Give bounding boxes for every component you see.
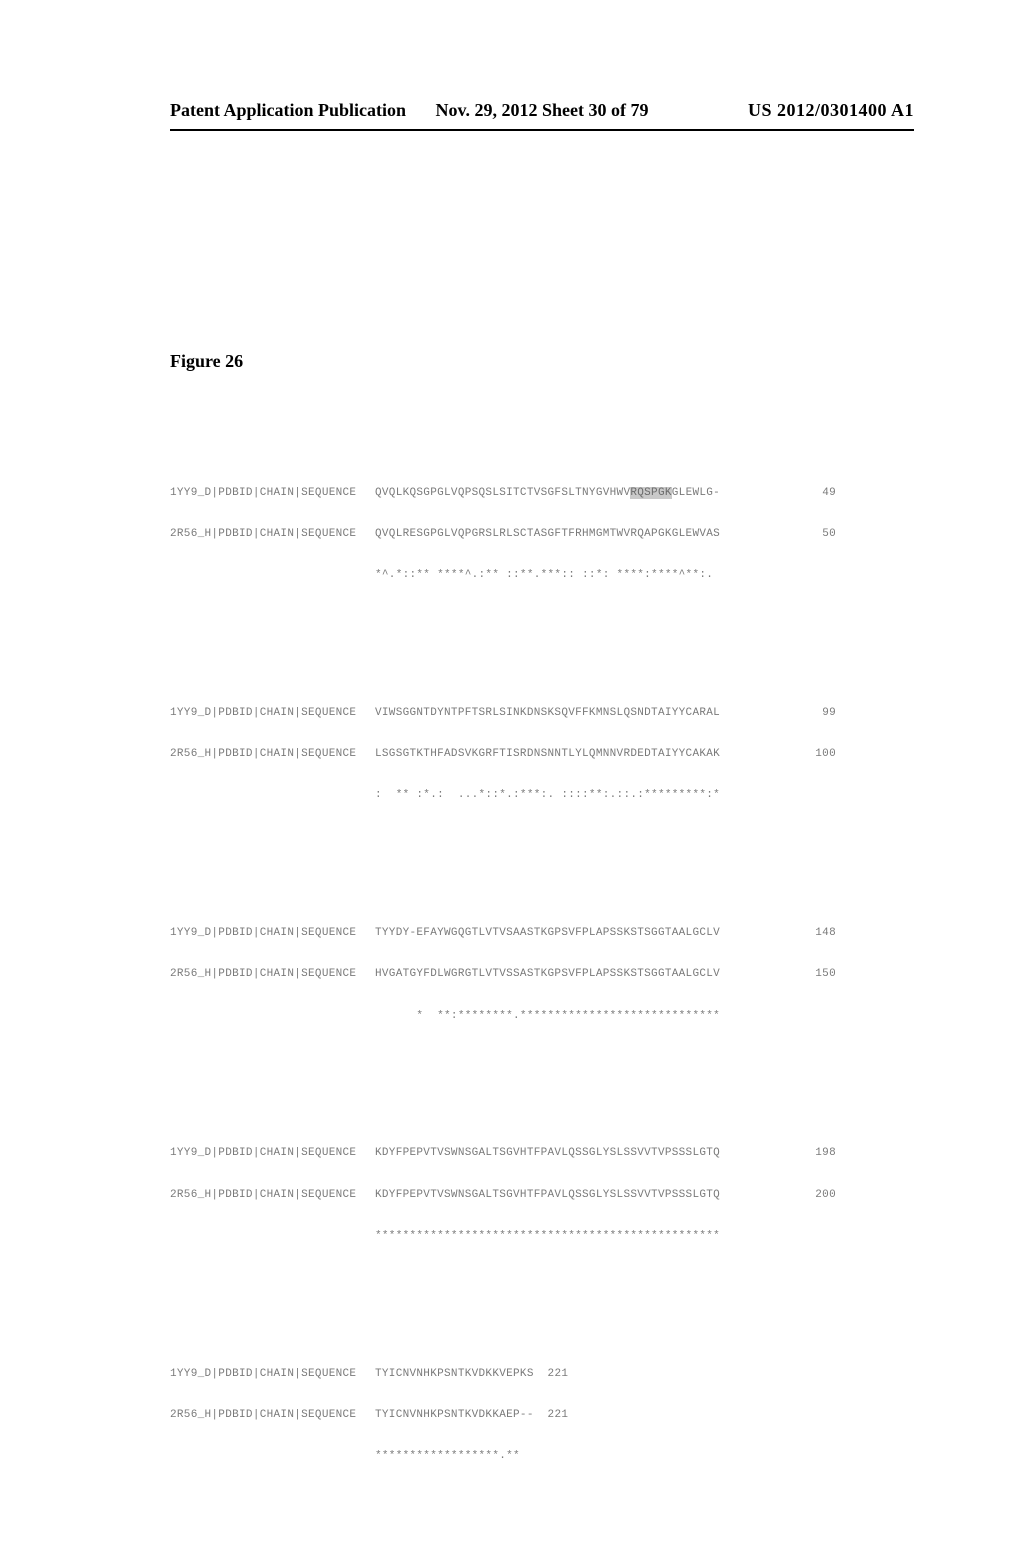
seq-position: 49	[790, 487, 836, 501]
seq-label: 2R56_H|PDBID|CHAIN|SEQUENCE	[170, 748, 375, 762]
match-line: *^.*::** ****^.:** ::**.***:: ::*: ****:…	[375, 569, 790, 583]
alignment-match-row: *^.*::** ****^.:** ::**.***:: ::*: ****:…	[170, 569, 914, 583]
sequence-alignment: 1YY9_D|PDBID|CHAIN|SEQUENCE QVQLKQSGPGLV…	[170, 404, 914, 1547]
seq-label: 2R56_H|PDBID|CHAIN|SEQUENCE	[170, 968, 375, 982]
alignment-row: 1YY9_D|PDBID|CHAIN|SEQUENCE QVQLKQSGPGLV…	[170, 487, 914, 501]
alignment-block: 1YY9_D|PDBID|CHAIN|SEQUENCE VIWSGGNTDYNT…	[170, 679, 914, 830]
alignment-block: 1YY9_D|PDBID|CHAIN|SEQUENCE TYICNVNHKPSN…	[170, 1340, 914, 1491]
alignment-block: 1YY9_D|PDBID|CHAIN|SEQUENCE KDYFPEPVTVSW…	[170, 1120, 914, 1271]
seq-label: 1YY9_D|PDBID|CHAIN|SEQUENCE	[170, 707, 375, 721]
seq-position: 221	[548, 1409, 569, 1421]
alignment-match-row: ****************************************…	[170, 1230, 914, 1244]
seq-label: 1YY9_D|PDBID|CHAIN|SEQUENCE	[170, 1368, 375, 1382]
seq-position: 50	[790, 528, 836, 542]
seq-text: QVQLRESGPGLVQPGRSLRLSCTASGFTFRHMGMTWVRQA…	[375, 528, 790, 542]
alignment-match-row: ******************.**	[170, 1450, 914, 1464]
alignment-row: 2R56_H|PDBID|CHAIN|SEQUENCE QVQLRESGPGLV…	[170, 528, 914, 542]
seq-position: 198	[790, 1147, 836, 1161]
seq-text: KDYFPEPVTVSWNSGALTSGVHTFPAVLQSSGLYSLSSVV…	[375, 1189, 790, 1203]
seq-position: 221	[548, 1368, 569, 1380]
alignment-row: 2R56_H|PDBID|CHAIN|SEQUENCE LSGSGTKTHFAD…	[170, 748, 914, 762]
seq-position: 99	[790, 707, 836, 721]
match-line: * **:********.**************************…	[375, 1010, 790, 1024]
page: Patent Application Publication Nov. 29, …	[0, 0, 1024, 1320]
page-header: Patent Application Publication Nov. 29, …	[170, 100, 914, 121]
header-middle: Nov. 29, 2012 Sheet 30 of 79	[418, 100, 666, 121]
seq-text: TYYDY-EFAYWGQGTLVTVSAASTKGPSVFPLAPSSKSTS…	[375, 927, 790, 941]
seq-text: LSGSGTKTHFADSVKGRFTISRDNSNNTLYLQMNNVRDED…	[375, 748, 790, 762]
alignment-match-row: : ** :*.: ...*::*.:***:. ::::**:.::.:***…	[170, 789, 914, 803]
seq-label: 2R56_H|PDBID|CHAIN|SEQUENCE	[170, 528, 375, 542]
header-rule	[170, 129, 914, 131]
alignment-row: 2R56_H|PDBID|CHAIN|SEQUENCE HVGATGYFDLWG…	[170, 968, 914, 982]
match-line: ****************************************…	[375, 1230, 790, 1244]
seq-text: TYICNVNHKPSNTKVDKKVEPKS 221	[375, 1368, 790, 1382]
alignment-block: 1YY9_D|PDBID|CHAIN|SEQUENCE TYYDY-EFAYWG…	[170, 900, 914, 1051]
alignment-row: 2R56_H|PDBID|CHAIN|SEQUENCE TYICNVNHKPSN…	[170, 1409, 914, 1423]
figure-label: Figure 26	[170, 351, 914, 372]
alignment-block: 1YY9_D|PDBID|CHAIN|SEQUENCE QVQLKQSGPGLV…	[170, 459, 914, 610]
seq-label: 2R56_H|PDBID|CHAIN|SEQUENCE	[170, 1189, 375, 1203]
header-left: Patent Application Publication	[170, 100, 418, 121]
seq-label: 2R56_H|PDBID|CHAIN|SEQUENCE	[170, 1409, 375, 1423]
seq-text: VIWSGGNTDYNTPFTSRLSINKDNSKSQVFFKMNSLQSND…	[375, 707, 790, 721]
seq-position: 150	[790, 968, 836, 982]
alignment-row: 1YY9_D|PDBID|CHAIN|SEQUENCE KDYFPEPVTVSW…	[170, 1147, 914, 1161]
seq-text: KDYFPEPVTVSWNSGALTSGVHTFPAVLQSSGLYSLSSVV…	[375, 1147, 790, 1161]
match-line: : ** :*.: ...*::*.:***:. ::::**:.::.:***…	[375, 789, 790, 803]
seq-label: 1YY9_D|PDBID|CHAIN|SEQUENCE	[170, 487, 375, 501]
alignment-row: 2R56_H|PDBID|CHAIN|SEQUENCE KDYFPEPVTVSW…	[170, 1189, 914, 1203]
seq-highlight: RQSPGK	[630, 487, 671, 499]
alignment-row: 1YY9_D|PDBID|CHAIN|SEQUENCE TYYDY-EFAYWG…	[170, 927, 914, 941]
seq-position: 200	[790, 1189, 836, 1203]
seq-position: 100	[790, 748, 836, 762]
seq-text: HVGATGYFDLWGRGTLVTVSSASTKGPSVFPLAPSSKSTS…	[375, 968, 790, 982]
alignment-row: 1YY9_D|PDBID|CHAIN|SEQUENCE VIWSGGNTDYNT…	[170, 707, 914, 721]
seq-text: TYICNVNHKPSNTKVDKKAEP-- 221	[375, 1409, 790, 1423]
match-line: ******************.**	[375, 1450, 790, 1464]
seq-label: 1YY9_D|PDBID|CHAIN|SEQUENCE	[170, 927, 375, 941]
header-right: US 2012/0301400 A1	[666, 100, 914, 121]
alignment-match-row: * **:********.**************************…	[170, 1010, 914, 1024]
alignment-row: 1YY9_D|PDBID|CHAIN|SEQUENCE TYICNVNHKPSN…	[170, 1368, 914, 1382]
seq-position: 148	[790, 927, 836, 941]
seq-label: 1YY9_D|PDBID|CHAIN|SEQUENCE	[170, 1147, 375, 1161]
seq-text: QVQLKQSGPGLVQPSQSLSITCTVSGFSLTNYGVHWVRQS…	[375, 487, 790, 501]
